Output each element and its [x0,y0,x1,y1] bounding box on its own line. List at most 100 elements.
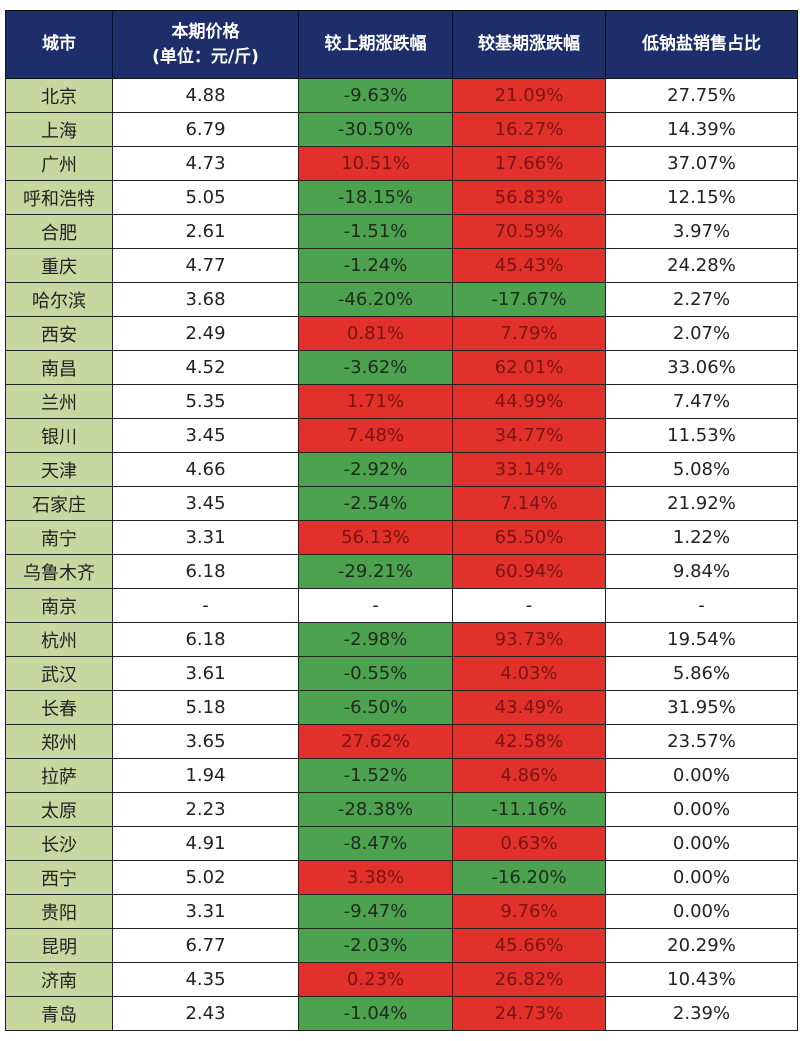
price-cell: 3.31 [112,894,299,929]
city-cell: 青岛 [5,996,113,1031]
change-vs-previous-cell: 0.81% [298,316,453,351]
table-row: 重庆 4.77 -1.24% 45.43% 24.28% [5,248,798,283]
table-row: 兰州 5.35 1.71% 44.99% 7.47% [5,384,798,419]
change-vs-base-cell: 60.94% [452,554,606,589]
price-cell: 4.52 [112,350,299,385]
change-vs-base-cell: 65.50% [452,520,606,555]
city-cell: 南京 [5,588,113,623]
table-row: 天津 4.66 -2.92% 33.14% 5.08% [5,452,798,487]
table-row: 拉萨 1.94 -1.52% 4.86% 0.00% [5,758,798,793]
low-sodium-share-cell: 37.07% [605,146,798,181]
table-body: 北京 4.88 -9.63% 21.09% 27.75% 上海 6.79 -30.50% 16.… [5,78,798,1031]
low-sodium-share-cell: 3.97% [605,214,798,249]
table-row: 青岛 2.43 -1.04% 24.73% 2.39% [5,996,798,1031]
city-cell: 长春 [5,690,113,725]
change-vs-base-cell: 42.58% [452,724,606,759]
price-cell: 5.02 [112,860,299,895]
table-row: 北京 4.88 -9.63% 21.09% 27.75% [5,78,798,113]
price-cell: 3.45 [112,418,299,453]
change-vs-previous-cell: -8.47% [298,826,453,861]
low-sodium-share-cell: 0.00% [605,894,798,929]
table-row: 南昌 4.52 -3.62% 62.01% 33.06% [5,350,798,385]
change-vs-base-cell: 7.14% [452,486,606,521]
table-row: 银川 3.45 7.48% 34.77% 11.53% [5,418,798,453]
table-row: 贵阳 3.31 -9.47% 9.76% 0.00% [5,894,798,929]
change-vs-previous-cell: -46.20% [298,282,453,317]
price-cell: 4.35 [112,962,299,997]
city-cell: 兰州 [5,384,113,419]
change-vs-base-cell: 62.01% [452,350,606,385]
table-row: 呼和浩特 5.05 -18.15% 56.83% 12.15% [5,180,798,215]
change-vs-previous-cell: -29.21% [298,554,453,589]
change-vs-previous-cell: 56.13% [298,520,453,555]
low-sodium-share-cell: 7.47% [605,384,798,419]
price-cell: 6.18 [112,554,299,589]
change-vs-previous-cell: -9.47% [298,894,453,929]
change-vs-previous-cell: -2.98% [298,622,453,657]
table-row: 济南 4.35 0.23% 26.82% 10.43% [5,962,798,997]
table-row: 杭州 6.18 -2.98% 93.73% 19.54% [5,622,798,657]
table-row: 长沙 4.91 -8.47% 0.63% 0.00% [5,826,798,861]
price-cell: 3.61 [112,656,299,691]
header-price: 本期价格 (单位：元/斤) [112,10,299,79]
city-cell: 拉萨 [5,758,113,793]
city-cell: 哈尔滨 [5,282,113,317]
low-sodium-share-cell: 0.00% [605,860,798,895]
price-cell: 4.77 [112,248,299,283]
price-cell: 2.43 [112,996,299,1031]
change-vs-previous-cell: -1.24% [298,248,453,283]
city-cell: 呼和浩特 [5,180,113,215]
city-cell: 太原 [5,792,113,827]
price-cell: 4.73 [112,146,299,181]
price-cell: 3.68 [112,282,299,317]
city-cell: 南昌 [5,350,113,385]
table-row: 长春 5.18 -6.50% 43.49% 31.95% [5,690,798,725]
change-vs-previous-cell: 10.51% [298,146,453,181]
header-change-vs-previous: 较上期涨跌幅 [298,10,453,79]
change-vs-previous-cell: -2.54% [298,486,453,521]
change-vs-base-cell: 45.66% [452,928,606,963]
change-vs-previous-cell: -9.63% [298,78,453,113]
city-cell: 石家庄 [5,486,113,521]
change-vs-previous-cell: -30.50% [298,112,453,147]
change-vs-base-cell: - [452,588,606,623]
low-sodium-share-cell: 2.07% [605,316,798,351]
table-row: 昆明 6.77 -2.03% 45.66% 20.29% [5,928,798,963]
low-sodium-share-cell: 24.28% [605,248,798,283]
low-sodium-share-cell: 2.39% [605,996,798,1031]
price-cell: 5.35 [112,384,299,419]
header-low-sodium-share: 低钠盐销售占比 [605,10,798,79]
low-sodium-share-cell: 20.29% [605,928,798,963]
price-cell: 6.18 [112,622,299,657]
table-row: 哈尔滨 3.68 -46.20% -17.67% 2.27% [5,282,798,317]
city-cell: 北京 [5,78,113,113]
table-row: 武汉 3.61 -0.55% 4.03% 5.86% [5,656,798,691]
price-cell: 3.31 [112,520,299,555]
change-vs-base-cell: -17.67% [452,282,606,317]
city-cell: 天津 [5,452,113,487]
low-sodium-share-cell: 27.75% [605,78,798,113]
change-vs-previous-cell: -1.51% [298,214,453,249]
change-vs-previous-cell: 1.71% [298,384,453,419]
low-sodium-share-cell: 33.06% [605,350,798,385]
change-vs-previous-cell: -2.92% [298,452,453,487]
change-vs-base-cell: 0.63% [452,826,606,861]
table-header: 城市 本期价格 (单位：元/斤) 较上期涨跌幅 较基期涨跌幅 低钠盐销售占比 [5,10,798,79]
low-sodium-share-cell: 0.00% [605,792,798,827]
price-cell: 1.94 [112,758,299,793]
low-sodium-share-cell: 0.00% [605,758,798,793]
header-price-line2: (单位：元/斤) [152,46,259,67]
price-cell: 2.61 [112,214,299,249]
city-cell: 昆明 [5,928,113,963]
low-sodium-share-cell: 5.86% [605,656,798,691]
low-sodium-share-cell: 0.00% [605,826,798,861]
change-vs-previous-cell: -1.04% [298,996,453,1031]
change-vs-previous-cell: -28.38% [298,792,453,827]
change-vs-base-cell: 56.83% [452,180,606,215]
change-vs-base-cell: -16.20% [452,860,606,895]
change-vs-base-cell: 24.73% [452,996,606,1031]
city-cell: 济南 [5,962,113,997]
price-cell: 6.79 [112,112,299,147]
low-sodium-share-cell: 21.92% [605,486,798,521]
city-cell: 郑州 [5,724,113,759]
